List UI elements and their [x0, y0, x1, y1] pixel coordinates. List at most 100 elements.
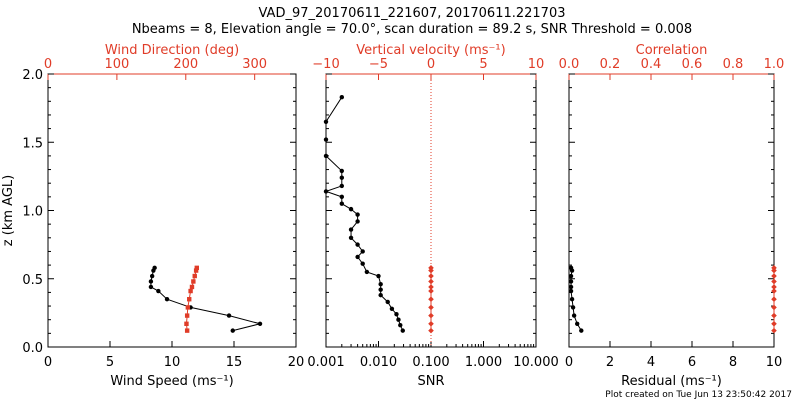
top-tick-label: 0.8 [723, 57, 744, 72]
red-series-point [193, 268, 199, 273]
black-series-point [398, 322, 403, 328]
red-series-point [428, 273, 434, 279]
bottom-tick-label: 10.000 [513, 355, 559, 370]
red-series-point [428, 288, 434, 294]
black-series-point [568, 265, 574, 271]
bottom-tick-label: 2 [606, 355, 614, 370]
black-series-point [568, 273, 574, 279]
y-axis-label: z (km AGL) [1, 175, 16, 246]
black-series-point [323, 153, 329, 159]
plot-footer: Plot created on Tue Jun 13 23:50:42 2017 [605, 390, 792, 400]
red-series-point [771, 320, 777, 327]
top-tick-label: 5 [479, 57, 487, 72]
bottom-axis-label: SNR [417, 374, 444, 389]
plot-frame [47, 73, 297, 348]
red-series-point [192, 273, 197, 279]
black-series-point [339, 183, 345, 189]
black-series-point [355, 242, 360, 247]
black-series-point [339, 168, 345, 174]
black-series-point [400, 328, 405, 333]
black-series-point [148, 279, 154, 284]
black-series-point [389, 306, 395, 311]
red-series-point [428, 278, 434, 285]
red-series-point [188, 288, 193, 294]
top-tick-label: 1.0 [764, 57, 785, 72]
bottom-tick-label: 0 [44, 355, 52, 370]
red-series-point [771, 312, 777, 319]
top-axis-label: Wind Direction (deg) [105, 43, 239, 58]
panel-3: 0 2 4 6 8 10 Residual (ms⁻¹) 0.0 0.2 0.4 0.6 0.8 1.0… [559, 43, 785, 389]
bottom-tick-label: 10 [766, 355, 783, 370]
red-series-point [185, 305, 191, 310]
title-line-2: Nbeams = 8, Elevation angle = 70.0°, sca… [132, 22, 692, 37]
black-series-point [355, 254, 360, 260]
red-series-point [771, 284, 777, 290]
black-series-point [339, 95, 345, 100]
black-series-point [360, 261, 365, 266]
top-tick-label: −10 [312, 57, 339, 72]
red-series-point [184, 328, 190, 333]
black-series-point [378, 287, 383, 292]
black-series-point [230, 328, 235, 333]
red-series-point [428, 265, 434, 271]
black-series-point [364, 269, 370, 275]
red-series-point [771, 288, 777, 294]
y-tick-label: 2.0 [22, 68, 43, 83]
red-series-point [194, 265, 199, 271]
black-series-point [323, 119, 329, 124]
red-series-point [428, 327, 434, 334]
black-series-point [568, 288, 574, 294]
red-series-point [428, 320, 434, 327]
red-series-point [771, 304, 777, 311]
red-series-point [771, 327, 777, 334]
top-tick-label: 0 [44, 57, 52, 72]
top-tick-label: −5 [369, 57, 388, 72]
black-series-point [348, 235, 354, 240]
red-series-point [428, 312, 434, 319]
bottom-tick-label: 0.010 [360, 355, 397, 370]
title-line-1: VAD_97_20170611_221607, 20170611.221703 [259, 6, 566, 21]
y-tick-label: 0.5 [22, 273, 43, 288]
black-series-point [568, 284, 574, 290]
black-series-point [376, 273, 381, 279]
bottom-tick-label: 0 [565, 355, 573, 370]
red-series-point [771, 273, 777, 279]
y-tick-label: 1.0 [22, 205, 43, 220]
bottom-tick-label: 0.100 [412, 355, 449, 370]
black-series-point [152, 265, 157, 271]
top-tick-label: 200 [173, 57, 198, 72]
red-series-point [191, 279, 196, 284]
bottom-tick-label: 10 [164, 355, 181, 370]
black-series-point [323, 137, 329, 142]
black-series-point [569, 297, 575, 302]
black-series-point [323, 189, 329, 194]
red-series-point [428, 304, 434, 311]
top-tick-label: 0.6 [682, 57, 703, 72]
red-series-point [187, 297, 192, 302]
red-series-point [771, 265, 777, 271]
bottom-tick-label: 8 [729, 355, 737, 370]
bottom-tick-label: 15 [226, 355, 243, 370]
black-series-point [378, 282, 383, 287]
black-series-point [355, 212, 360, 217]
black-series-point [575, 321, 580, 326]
top-axis-label: Correlation [636, 43, 708, 58]
bottom-tick-label: 20 [288, 355, 305, 370]
top-tick-label: 100 [104, 57, 129, 72]
black-series-point [348, 227, 354, 232]
black-series-point [148, 284, 154, 290]
black-series-point [164, 297, 170, 302]
red-series-point [771, 296, 777, 303]
black-series-point [385, 299, 390, 305]
red-series-point [428, 296, 434, 303]
black-series-point [348, 206, 354, 212]
bottom-tick-label: 6 [688, 355, 696, 370]
black-series-point [339, 194, 345, 200]
black-series-point [360, 249, 365, 254]
bottom-tick-label: 4 [647, 355, 655, 370]
y-tick-label: 1.5 [22, 136, 43, 151]
black-series-point [257, 321, 263, 326]
black-series-point [570, 305, 576, 310]
red-series-point [184, 321, 189, 326]
